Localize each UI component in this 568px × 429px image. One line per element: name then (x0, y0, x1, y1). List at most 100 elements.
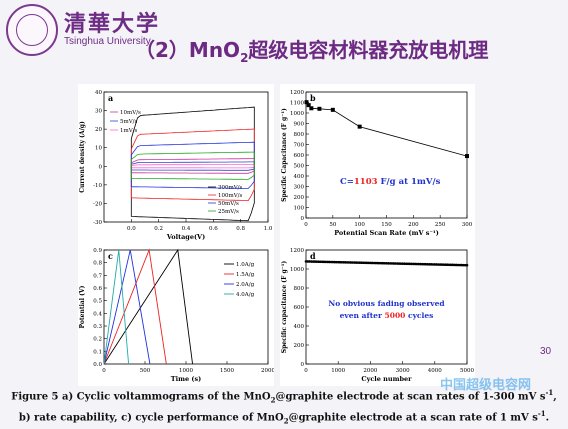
x-tick-label: 150 (381, 222, 392, 228)
cv-chart: 0.0 0.2 0.4 0.6 0.8 1.0 -30 -20 -10 0 10 20 30 40 Volt… (79, 90, 273, 241)
x-tick-label: 0 (102, 368, 106, 374)
watermark: 中国超级电容网 (440, 378, 532, 393)
x-tick-label: 0.0 (127, 226, 136, 232)
y-tick-label: 0.7 (93, 273, 102, 279)
cv-loop (130, 158, 255, 174)
y-tick-label: 200 (294, 195, 305, 201)
y-tick-label: 30 (95, 109, 102, 115)
x-tick-label: 300 (462, 222, 473, 228)
y-tick-label: 1000 (290, 267, 304, 273)
y-tick-label: 0.2 (93, 337, 102, 343)
y-tick-label: 0.6 (93, 286, 102, 292)
y-tick-label: 0 (99, 164, 103, 170)
x-axis-label: Potential Scan Rate (mV s⁻¹) (334, 229, 439, 237)
x-axis-label: Voltage(V) (166, 233, 205, 241)
cv-loop (130, 128, 255, 202)
legend-label: 1.5A/g (236, 272, 255, 278)
charge-discharge-curve (103, 248, 167, 365)
panel-d: 0 1000 2000 3000 4000 5000 0 200 400 600 800 1000 12… (280, 244, 475, 386)
y-tick-label: 400 (294, 324, 305, 330)
y-tick-label: 1100 (290, 101, 304, 107)
cv-loop (130, 164, 255, 169)
legend-label: 50mV/s (218, 201, 239, 207)
annotation-suffix: F/g at 1mV/s (378, 177, 441, 187)
y-tick-label: 40 (95, 90, 102, 96)
y-tick-label: 500 (294, 164, 305, 170)
y-tick-label: 800 (294, 132, 305, 138)
panel-b: 0 50 100 150 200 250 300 0 100 200 300 400 500 600 700… (280, 84, 475, 246)
x-tick-label: 1.0 (264, 226, 273, 232)
panel-letter: d (310, 251, 316, 261)
data-point (465, 154, 469, 159)
x-tick-label: 1500 (220, 368, 234, 374)
y-tick-label: 900 (294, 122, 305, 128)
x-tick-label: 1000 (331, 368, 345, 374)
caption-line-1: Figure 5 a) Cyclic voltammograms of the … (11, 388, 557, 405)
data-point (317, 106, 322, 111)
legend-label: 1.0A/g (236, 262, 255, 268)
y-tick-label: 800 (294, 286, 305, 292)
legend-label: 4.0A/g (236, 292, 255, 298)
x-axis-label: Cycle number (361, 375, 412, 383)
x-tick-label: 50 (329, 222, 336, 228)
y-tick-label: 0.9 (93, 248, 102, 254)
charge-discharge-curve (103, 248, 194, 365)
page-number: 30 (540, 346, 552, 357)
y-tick-label: 0.5 (93, 299, 102, 305)
x-tick-label: 4000 (428, 368, 442, 374)
panel-letter: b (310, 93, 316, 103)
charge-discharge-chart: 0 500 1000 1500 2000 0.0 0.1 0.2 0.3 0.4 0.5 0.6 0.7… (79, 248, 275, 383)
y-tick-label: 700 (294, 143, 305, 149)
annotation-prefix: C= (340, 177, 354, 187)
y-tick-label: -30 (93, 220, 102, 226)
x-tick-label: 2000 (261, 368, 274, 374)
annotation_line2_value: 5000 (385, 311, 406, 320)
fading-annotation-line1: No obvious fading observed (328, 299, 445, 308)
cv-loop (130, 161, 255, 171)
data-point (357, 124, 362, 129)
y-tick-label: 1200 (290, 248, 304, 254)
panel-c: 0 500 1000 1500 2000 0.0 0.1 0.2 0.3 0.4 0.5 0.6 0.7… (78, 244, 275, 386)
x-tick-label: 500 (140, 368, 151, 374)
x-tick-label: 200 (408, 222, 419, 228)
y-tick-label: -10 (93, 183, 102, 189)
x-tick-label: 0 (304, 368, 308, 374)
fading-annotation-line2: even after 5000 cycles (340, 311, 434, 320)
y-tick-label: 200 (294, 343, 305, 349)
y-tick-label: 600 (294, 305, 305, 311)
data-point (330, 107, 335, 112)
y-tick-label: 0.0 (93, 362, 102, 368)
panel-letter: c (108, 251, 113, 261)
charge-discharge-curve (103, 249, 130, 365)
x-tick-label: 0.6 (209, 226, 218, 232)
university-seal (6, 4, 58, 56)
cv-loop (130, 106, 255, 222)
rate-capability-chart: 0 50 100 150 200 250 300 0 100 200 300 400 500 600 700… (281, 90, 473, 237)
y-axis-label: Specific capacitance (F g⁻¹) (281, 261, 288, 354)
x-tick-label: 100 (354, 222, 365, 228)
y-tick-label: -20 (93, 201, 102, 207)
y-axis-label: Specific Capacitance (F g⁻¹) (281, 108, 288, 202)
x-tick-label: 0.8 (236, 226, 245, 232)
y-tick-label: 400 (294, 174, 305, 180)
y-tick-label: 20 (95, 127, 102, 133)
data-point (309, 106, 314, 111)
y-tick-label: 0.8 (93, 261, 102, 267)
cv-loop (130, 151, 255, 180)
x-tick-label: 0.2 (154, 226, 163, 232)
y-tick-label: 0 (301, 216, 305, 222)
y-tick-label: 0.4 (93, 311, 102, 317)
x-tick-label: 250 (435, 222, 446, 228)
y-tick-label: 0 (301, 362, 305, 368)
data-point (304, 100, 309, 105)
panel-a: 0.0 0.2 0.4 0.6 0.8 1.0 -30 -20 -10 0 10 20 30 40 Volt… (78, 84, 274, 246)
y-tick-label: 1000 (290, 111, 304, 117)
y-axis-label: Current density (A/g) (79, 121, 86, 193)
x-tick-label: 0.4 (182, 226, 191, 232)
caption-line-2: b) rate capability, c) cycle performance… (18, 409, 550, 426)
panel-letter: a (108, 93, 113, 103)
x-tick-label: 5000 (460, 368, 474, 374)
data-point (465, 263, 469, 267)
y-tick-label: 0.1 (93, 349, 102, 355)
legend-label: 2.0A/g (236, 282, 255, 288)
